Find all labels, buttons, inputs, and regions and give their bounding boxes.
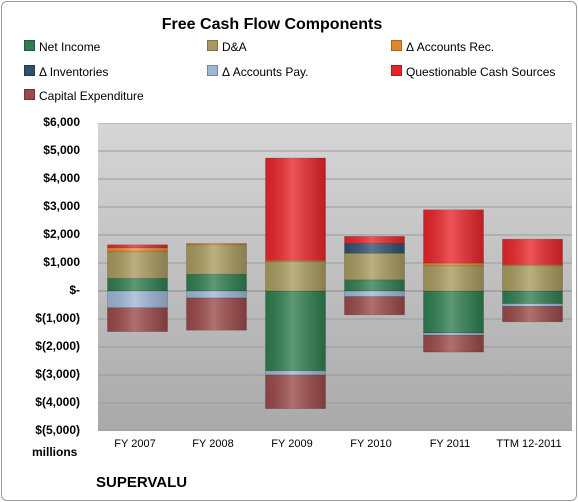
plot-area [98, 123, 572, 431]
bar-segment-shading [423, 333, 484, 336]
legend-swatch-questionable [391, 65, 402, 76]
y-tick-label: $4,000 [43, 171, 80, 185]
bar-segment-shading [423, 335, 484, 353]
legend-item-inventories: Δ Inventories [24, 65, 108, 79]
bar-segment-shading [344, 236, 405, 244]
y-tick-label: $- [69, 283, 80, 297]
legend-label-questionable: Questionable Cash Sources [406, 65, 556, 79]
y-tick-label: $(1,000) [35, 311, 80, 325]
x-tick-label: TTM 12-2011 [496, 438, 562, 450]
bar-segment-shading [502, 291, 563, 304]
bar-segment-shading [344, 296, 405, 315]
bar-segment-shading [107, 307, 168, 332]
legend-item-net-income: Net Income [24, 40, 100, 54]
y-tick-label: $1,000 [43, 255, 80, 269]
y-tick-label: $6,000 [43, 115, 80, 129]
legend-swatch-capex [24, 89, 35, 100]
bar-segment-shading [502, 265, 563, 291]
legend-label-accounts-rec: Δ Accounts Rec. [406, 40, 495, 54]
chart-title: Free Cash Flow Components [161, 16, 383, 33]
bar-segment-shading [186, 244, 247, 275]
bar-segment-shading [502, 306, 563, 322]
legend-swatch-net-income [24, 40, 35, 51]
company-name: SUPERVALU [96, 474, 188, 491]
legend-label-accounts-pay: Δ Accounts Pay. [222, 65, 309, 79]
legend-swatch-inventories [24, 65, 35, 76]
legend-item-questionable: Questionable Cash Sources [391, 65, 555, 79]
bar-segment-shading [265, 375, 326, 409]
legend-item-capex: Capital Expenditure [24, 89, 144, 103]
bar-segment-shading [265, 261, 326, 291]
bar-segment-shading [423, 291, 484, 333]
bar-segment-shading [344, 279, 405, 291]
bar-segment-shading [502, 239, 563, 265]
legend-label-capex: Capital Expenditure [39, 89, 144, 103]
bar-segment-shading [107, 244, 168, 248]
bar-segment-shading [107, 278, 168, 291]
legend-item-accounts-rec: Δ Accounts Rec. [391, 40, 494, 54]
bar-segment-shading [265, 260, 326, 262]
bar-segment-shading [423, 265, 484, 291]
bar-segment-shading [265, 291, 326, 371]
y-tick-label: $(3,000) [35, 367, 80, 381]
y-tick-label: $(2,000) [35, 339, 80, 353]
x-tick-label: FY 2009 [271, 438, 313, 450]
legend-label-inventories: Δ Inventories [39, 65, 109, 79]
bar-segment-shading [265, 370, 326, 375]
legend-item-d-and-a: D&A [207, 40, 247, 54]
bar-segment-shading [344, 243, 405, 254]
y-tick-label: $(5,000) [35, 423, 80, 437]
bar-segment-shading [107, 247, 168, 252]
plot-background [98, 123, 572, 431]
bar-segment-shading [265, 158, 326, 261]
bar-segment-shading [423, 263, 484, 266]
bar-segment-shading [107, 251, 168, 279]
legend-swatch-d-and-a [207, 40, 218, 51]
legend-swatch-accounts-rec [391, 40, 402, 51]
legend-swatch-accounts-pay [207, 65, 218, 76]
y-tick-label: $3,000 [43, 199, 80, 213]
y-tick-label: $(4,000) [35, 395, 80, 409]
bar-segment-shading [502, 264, 563, 266]
bar-segment-shading [186, 274, 247, 291]
x-tick-label: FY 2010 [350, 438, 392, 450]
x-tick-label: FY 2008 [192, 438, 234, 450]
bar-segment-shading [502, 303, 563, 307]
bar-segment-shading [186, 298, 247, 331]
y-tick-label: $5,000 [43, 143, 80, 157]
x-tick-label: FY 2007 [114, 438, 156, 450]
legend-label-d-and-a: D&A [222, 40, 247, 54]
bar-segment-shading [107, 291, 168, 308]
x-tick-label: FY 2011 [429, 438, 471, 450]
legend-item-accounts-pay: Δ Accounts Pay. [207, 65, 309, 79]
bar-segment-shading [423, 209, 484, 263]
y-tick-label: $2,000 [43, 227, 80, 241]
units-label: millions [32, 445, 78, 459]
bar-segment-shading [186, 291, 247, 298]
bar-segment-shading [344, 291, 405, 297]
legend-label-net-income: Net Income [39, 40, 101, 54]
bar-segment-shading [186, 243, 247, 245]
bar-segment-shading [344, 253, 405, 280]
